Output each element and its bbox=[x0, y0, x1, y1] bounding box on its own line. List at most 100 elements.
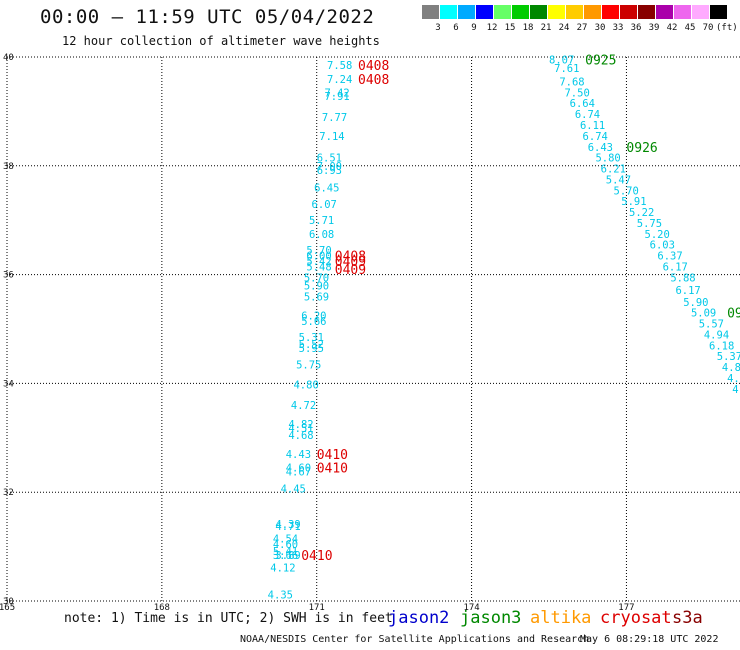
colorbar-label: 3 bbox=[435, 23, 441, 33]
wave-height-label: 4.72 bbox=[291, 400, 316, 412]
wave-height-label: 4.68 bbox=[288, 430, 313, 442]
wave-height-label: 5.66 bbox=[301, 316, 326, 328]
colorbar-label: 39 bbox=[648, 23, 660, 33]
colorbar-label: 30 bbox=[594, 23, 606, 33]
satellite-legend-jason2: jason2 bbox=[388, 608, 450, 628]
wave-height-label: 7.42 bbox=[324, 87, 349, 99]
colorbar-swatch bbox=[638, 5, 655, 19]
colorbar-label: 12 bbox=[486, 23, 498, 33]
wave-height-label: 5.80 bbox=[595, 153, 620, 165]
wave-height-label: 5.47 bbox=[606, 174, 631, 186]
wave-height-label: 4.35 bbox=[268, 589, 293, 601]
pass-time-label: 0409 bbox=[335, 263, 366, 278]
colorbar-swatch bbox=[440, 5, 457, 19]
colorbar-swatch bbox=[530, 5, 547, 19]
wave-height-label: 6.17 bbox=[663, 261, 688, 273]
colorbar-swatch bbox=[476, 5, 493, 19]
satellite-legend-jason3: jason3 bbox=[460, 608, 522, 628]
wave-height-label: 4.71 bbox=[275, 521, 300, 533]
wave-height-label: 8.07 bbox=[549, 55, 574, 67]
pass-time-label: 0410 bbox=[317, 462, 348, 477]
wave-height-label: 5.70 bbox=[306, 245, 331, 257]
wave-height-label: 6.21 bbox=[601, 164, 626, 176]
wave-height-label: 6.17 bbox=[675, 285, 700, 297]
colorbar-label: 18 bbox=[522, 23, 534, 33]
wave-height-label: 7.61 bbox=[554, 63, 579, 75]
wave-height-label: 3.66 bbox=[273, 550, 298, 562]
longitude-tick-label: 165 bbox=[0, 603, 15, 613]
colorbar-swatch bbox=[422, 5, 439, 19]
wave-height-label: 6.45 bbox=[314, 183, 339, 195]
wave-height-label: 5.70 bbox=[304, 272, 329, 284]
wave-height-label: 5.52 bbox=[299, 339, 324, 351]
wave-height-label: 5.71 bbox=[309, 215, 334, 227]
pass-time-label: 0410 bbox=[301, 549, 332, 564]
colorbar-swatch bbox=[458, 5, 475, 19]
wave-height-label: 4.54 bbox=[273, 533, 298, 545]
wave-height-label: 5.57 bbox=[699, 319, 724, 331]
pass-time-label: 0925 bbox=[585, 54, 616, 69]
colorbar-label: 45 bbox=[684, 23, 696, 33]
longitude-tick-label: 171 bbox=[309, 603, 325, 613]
longitude-tick-label: 168 bbox=[154, 603, 170, 613]
colorbar-swatch bbox=[602, 5, 619, 19]
longitude-tick-label: 174 bbox=[463, 603, 479, 613]
wave-height-label: 7.68 bbox=[559, 76, 584, 88]
pass-time-label: 0409 bbox=[335, 255, 366, 270]
latitude-tick-label: 36 bbox=[3, 271, 14, 281]
colorbar-label: 24 bbox=[558, 23, 570, 33]
longitude-tick-label: 177 bbox=[618, 603, 634, 613]
wave-height-label: 7.58 bbox=[327, 60, 352, 72]
latitude-tick-label: 38 bbox=[3, 162, 14, 172]
pass-time-label: 0408 bbox=[358, 59, 389, 74]
colorbar-swatch bbox=[566, 5, 583, 19]
latitude-tick-label: 34 bbox=[3, 379, 14, 389]
wave-height-label: 6.00 bbox=[306, 251, 331, 263]
wave-height-label: 4.94 bbox=[704, 329, 729, 341]
colorbar-swatch bbox=[710, 5, 727, 19]
wave-height-label: 7.50 bbox=[564, 87, 589, 99]
wave-height-label: 7.14 bbox=[319, 131, 344, 143]
wave-height-label: 4.67 bbox=[286, 467, 311, 479]
wave-height-label: 4.51 bbox=[288, 423, 313, 435]
colorbar-swatch bbox=[548, 5, 565, 19]
wave-height-label: 6.18 bbox=[709, 340, 734, 352]
wave-height-label: 6.74 bbox=[575, 109, 600, 121]
wave-height-label: 4.1 bbox=[727, 373, 740, 385]
latitude-tick-label: 40 bbox=[3, 53, 14, 63]
colorbar-label: 15 bbox=[504, 23, 516, 33]
colorbar-swatch bbox=[512, 5, 529, 19]
colorbar-label: 9 bbox=[471, 23, 477, 33]
latitude-tick-label: 32 bbox=[3, 488, 14, 498]
pass-time-label: 0408 bbox=[358, 73, 389, 88]
wave-height-label: 5.09 bbox=[691, 308, 716, 320]
wave-height-label: 4.80 bbox=[293, 379, 318, 391]
satellite-legend-altika: altika bbox=[530, 608, 592, 628]
wave-height-label: 5.37 bbox=[717, 351, 740, 363]
wave-height-label: 5.31 bbox=[299, 332, 324, 344]
wave-height-label: 4.82 bbox=[288, 419, 313, 431]
wave-height-label: 6.43 bbox=[588, 142, 613, 154]
units-note: note: 1) Time is in UTC; 2) SWH is in fe… bbox=[64, 611, 393, 626]
wave-height-label: 4.43 bbox=[286, 449, 311, 461]
wave-height-label: 5.90 bbox=[304, 280, 329, 292]
colorbar-label: 6 bbox=[453, 23, 459, 33]
wave-height-label: 4.60 bbox=[273, 539, 298, 551]
page-title: 00:00 – 11:59 UTC 05/04/2022 bbox=[40, 6, 375, 28]
wave-height-label: 7.77 bbox=[322, 112, 347, 124]
wave-height-label: 6.08 bbox=[309, 229, 334, 241]
colorbar-swatch bbox=[674, 5, 691, 19]
colorbar-label: 27 bbox=[576, 23, 588, 33]
colorbar-label: 21 bbox=[540, 23, 552, 33]
wave-height-label: 5.95 bbox=[299, 343, 324, 355]
wave-height-label: 5.91 bbox=[621, 196, 646, 208]
satellite-legend-cryosat: cryosat bbox=[600, 608, 672, 628]
wave-height-label: 4.12 bbox=[270, 562, 295, 574]
colorbar-label: 42 bbox=[666, 23, 678, 33]
footer-generated-time: May 6 08:29:18 UTC 2022 bbox=[580, 634, 719, 645]
colorbar-swatch bbox=[584, 5, 601, 19]
colorbar-label: 36 bbox=[630, 23, 642, 33]
satellite-legend-s3a: s3a bbox=[672, 608, 703, 628]
wave-height-label: 4.45 bbox=[281, 483, 306, 495]
wave-height-label: 6.07 bbox=[312, 199, 337, 211]
